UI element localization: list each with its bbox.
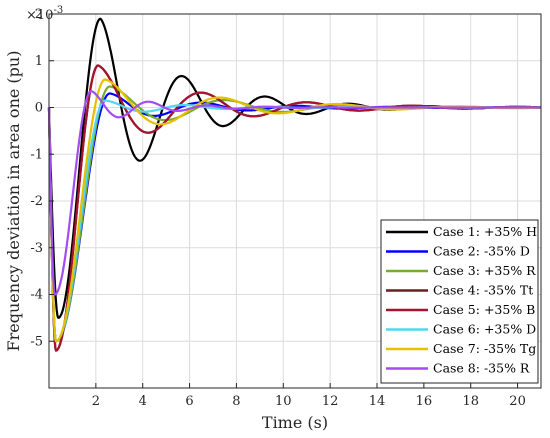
x-tick-label: 6 — [185, 394, 193, 409]
x-tick-label: 8 — [232, 394, 240, 409]
series-line-case-8 — [47, 89, 542, 296]
x-tick-label: 4 — [139, 394, 147, 409]
legend-label: Case 1: +35% H — [433, 224, 537, 239]
x-axis-label: Time (s) — [262, 413, 328, 432]
series-line-case-7 — [47, 78, 542, 343]
legend-label: Case 4: -35% Tt — [433, 283, 533, 298]
y-tick-labels: 2 1 0 -1 -2 -3 -4 -5 — [30, 7, 54, 349]
x-tick-label: 2 — [92, 394, 100, 409]
y-tick-label: -3 — [30, 241, 43, 256]
x-tick-label: 18 — [462, 394, 479, 409]
legend-label: Case 8: -35% R — [433, 361, 530, 376]
y-tick-label: 2 — [35, 7, 43, 22]
y-tick-label: -5 — [30, 334, 43, 349]
x-tick-label: 20 — [509, 394, 526, 409]
y-tick-label: 0 — [35, 101, 43, 116]
x-tick-label: 10 — [275, 394, 292, 409]
legend-items: Case 1: +35% H Case 2: -35% D Case 3: +35%… — [386, 224, 537, 376]
legend: Case 1: +35% H Case 2: -35% D Case 3: +35%… — [380, 219, 539, 384]
legend-label: Case 7: -35% Tg — [433, 341, 536, 356]
y-tick-label: -4 — [30, 288, 43, 303]
x-tick-label: 14 — [369, 394, 386, 409]
y-axis-label: Frequency deviation in area one (pu) — [4, 51, 23, 352]
y-tick-label: -2 — [30, 194, 43, 209]
legend-label: Case 6: +35% D — [433, 322, 536, 337]
x-tick-label: 16 — [416, 394, 433, 409]
y-tick-label: -1 — [30, 147, 43, 162]
y-tick-label: 1 — [35, 54, 43, 69]
legend-label: Case 3: +35% R — [433, 263, 536, 278]
y-exponent-label: ×10-3 — [26, 5, 63, 23]
legend-box — [380, 219, 539, 384]
x-tick-label: 12 — [322, 394, 339, 409]
legend-label: Case 2: -35% D — [433, 244, 530, 259]
series-lines — [47, 17, 542, 352]
x-tick-labels: 2 4 6 8 10 12 14 16 18 20 — [92, 383, 526, 409]
legend-label: Case 5: +35% B — [433, 302, 535, 317]
